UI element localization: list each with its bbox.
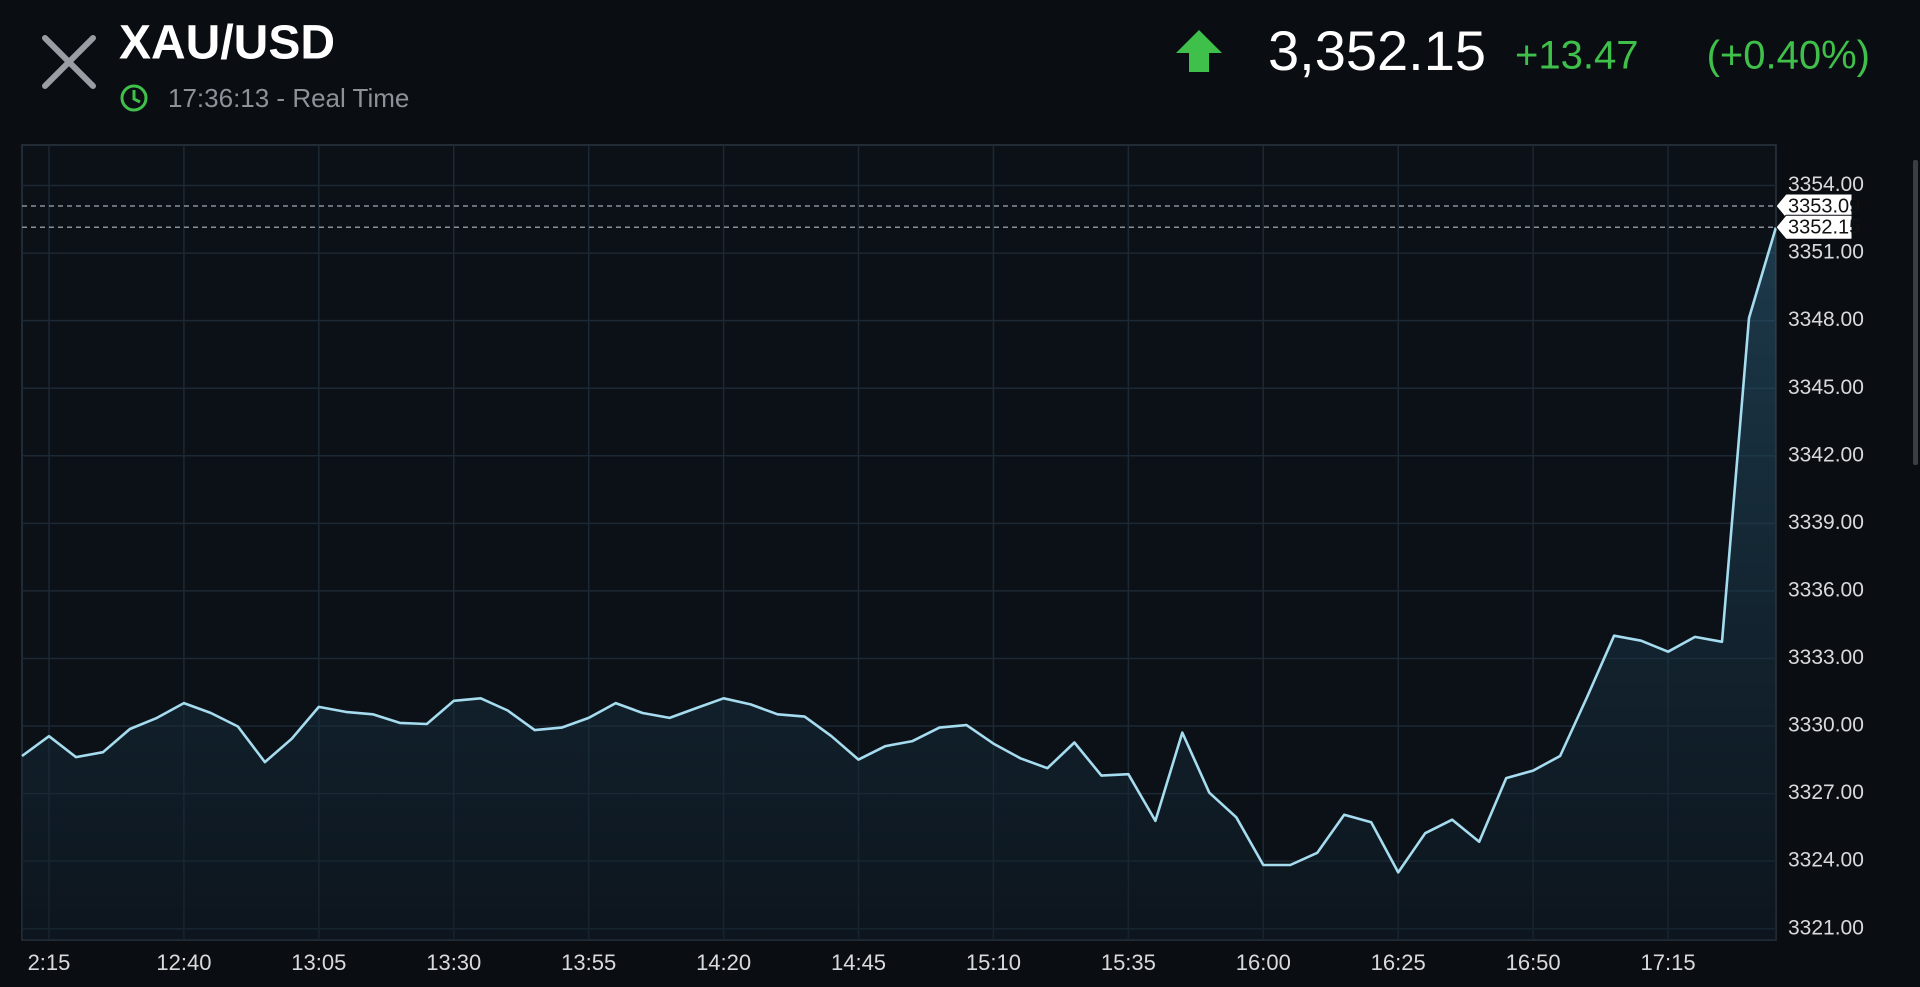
y-tick-label: 3339.00 bbox=[1788, 511, 1864, 534]
x-tick-label: 13:05 bbox=[291, 950, 346, 975]
x-tick-label: 16:00 bbox=[1236, 950, 1291, 975]
price-tag-label: 3353.09 bbox=[1788, 195, 1860, 217]
y-tick-label: 3351.00 bbox=[1788, 241, 1864, 264]
y-tick-label: 3342.00 bbox=[1788, 443, 1864, 466]
y-tick-label: 3354.00 bbox=[1788, 173, 1864, 196]
price-line bbox=[21, 226, 1778, 874]
x-tick-label: 16:50 bbox=[1506, 950, 1561, 975]
price-tag bbox=[1775, 193, 1853, 219]
symbol: XAU/USD bbox=[119, 17, 335, 70]
scrollbar bbox=[1913, 160, 1918, 465]
price-tag-label: 3352.15 bbox=[1788, 216, 1860, 238]
x-tick-label: 16:25 bbox=[1371, 950, 1426, 975]
y-tick-label: 3348.00 bbox=[1788, 308, 1864, 331]
x-tick-label: 17:15 bbox=[1641, 950, 1696, 975]
area-fill bbox=[22, 227, 1776, 940]
x-tick-label: 14:45 bbox=[831, 950, 886, 975]
update-time: 17:36:13 - Real Time bbox=[168, 83, 409, 113]
up-arrow bbox=[1176, 30, 1222, 72]
x-tick-label: 14:20 bbox=[696, 950, 751, 975]
close-button[interactable] bbox=[42, 35, 96, 89]
x-tick-label: 15:10 bbox=[966, 950, 1021, 975]
change: +13.47 bbox=[1515, 34, 1638, 78]
clock-icon bbox=[120, 84, 148, 112]
x-tick-label: 13:30 bbox=[426, 950, 481, 975]
price-tag bbox=[1775, 214, 1853, 240]
x-tick-label: 2:15 bbox=[28, 950, 71, 975]
x-tick-label: 15:35 bbox=[1101, 950, 1156, 975]
y-tick-label: 3321.00 bbox=[1788, 916, 1864, 939]
x-tick-label: 13:55 bbox=[561, 950, 616, 975]
y-tick-label: 3336.00 bbox=[1788, 578, 1864, 601]
price: 3,352.15 bbox=[1268, 19, 1486, 82]
y-tick-label: 3324.00 bbox=[1788, 849, 1864, 872]
x-tick-label: 12:40 bbox=[156, 950, 211, 975]
y-tick-label: 3327.00 bbox=[1788, 781, 1864, 804]
y-tick-label: 3345.00 bbox=[1788, 376, 1864, 399]
y-tick-label: 3330.00 bbox=[1788, 714, 1864, 737]
y-tick-label: 3333.00 bbox=[1788, 646, 1864, 669]
change-percent: (+0.40%) bbox=[1707, 34, 1870, 78]
